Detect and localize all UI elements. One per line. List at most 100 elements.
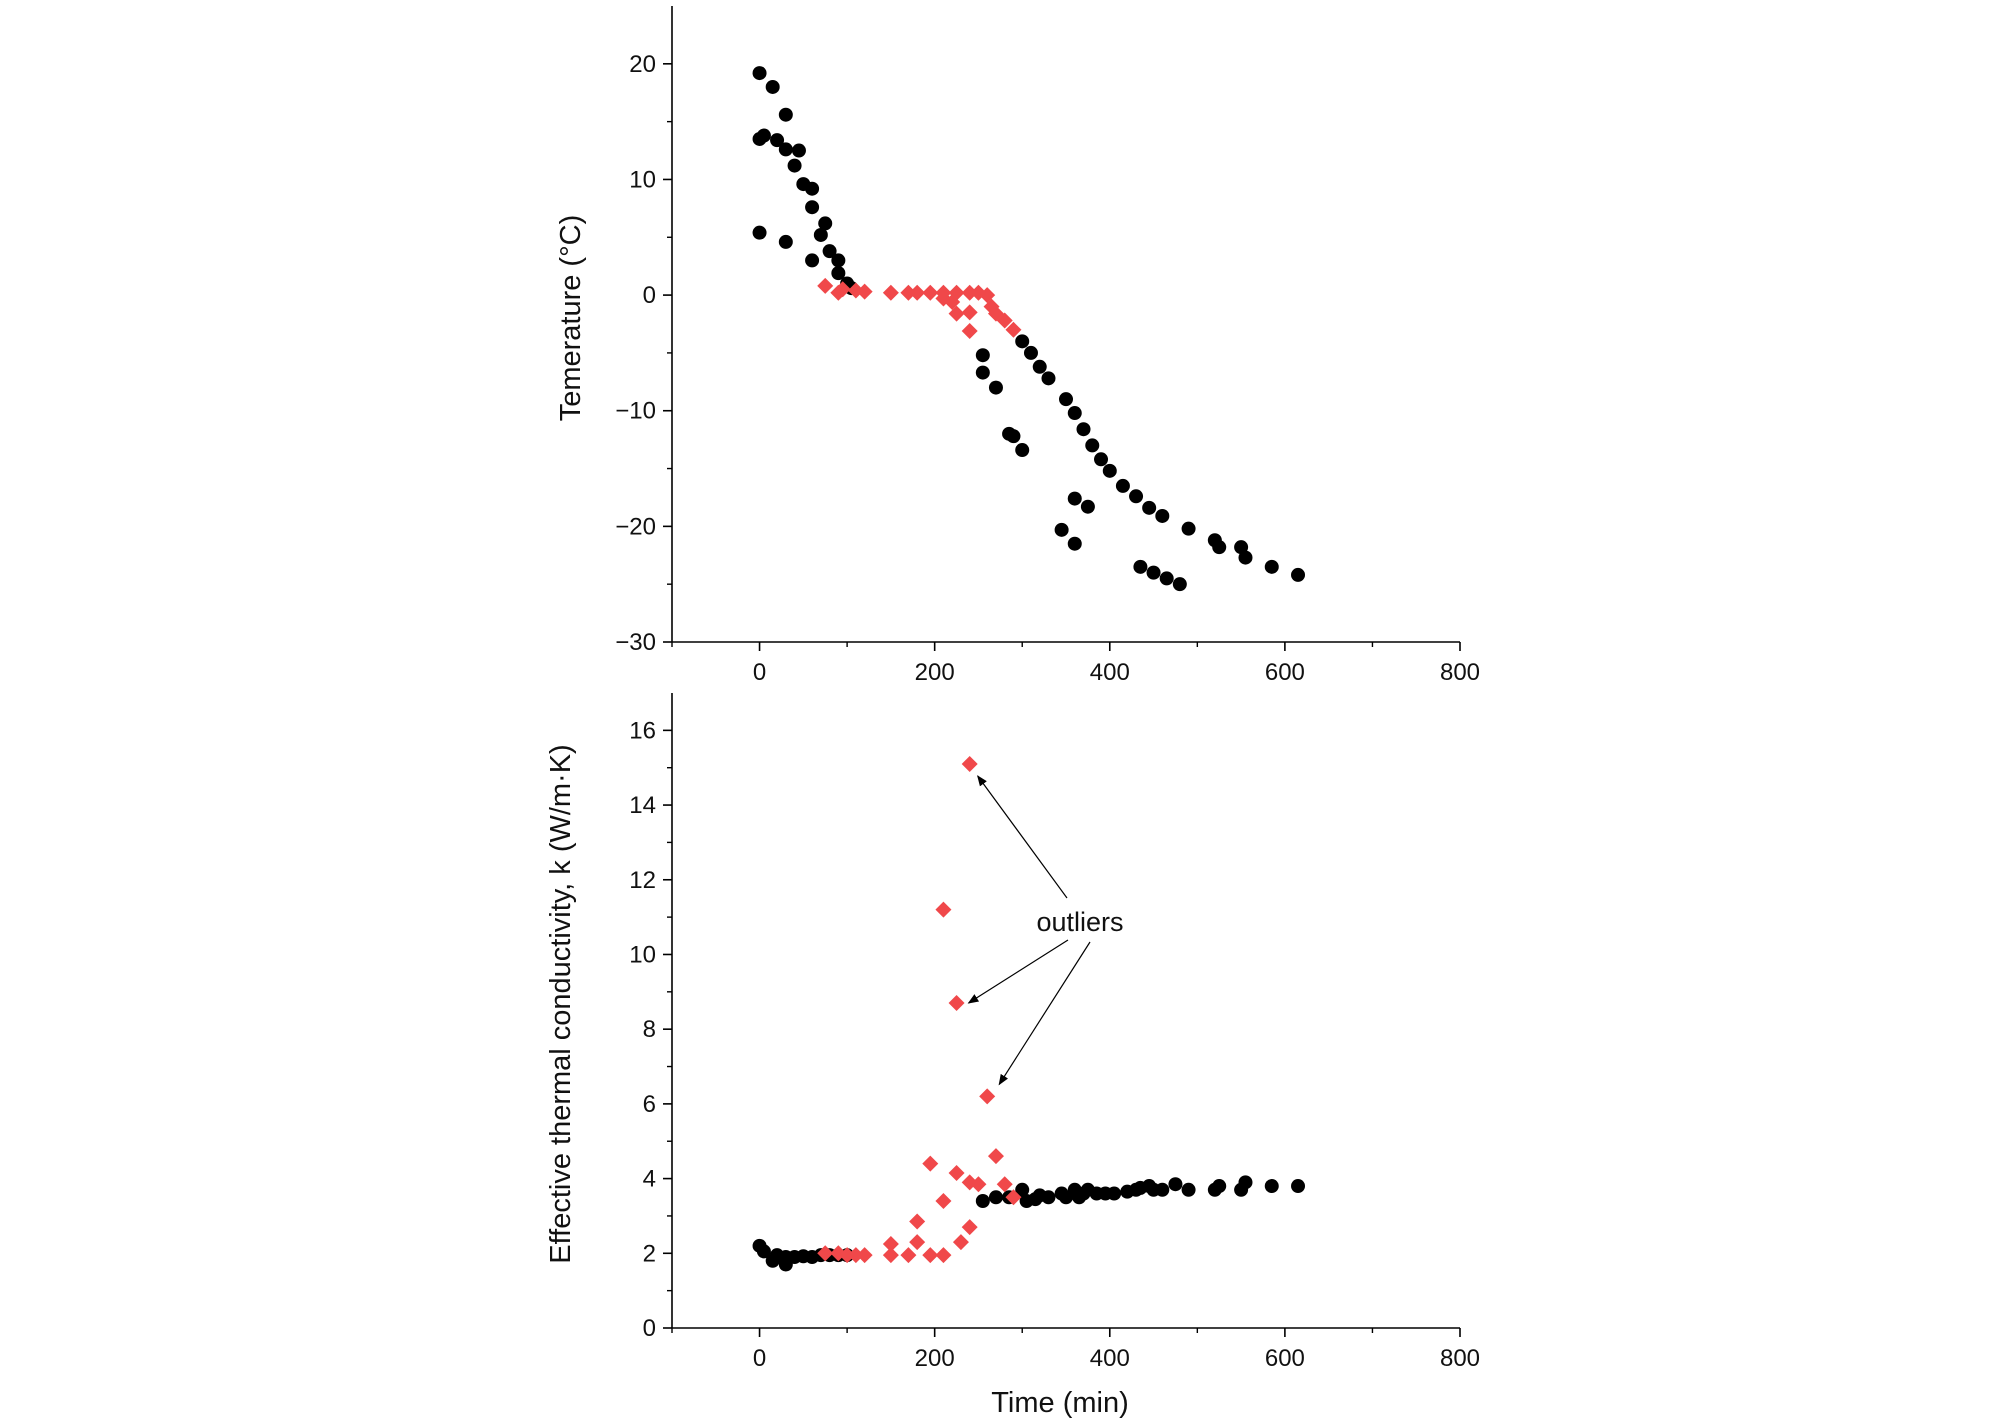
conductivity-point-diamond — [961, 755, 978, 772]
conductivity-point-circle — [1155, 1182, 1170, 1197]
temperature-point-circle — [1067, 406, 1082, 421]
temperature-point-circle — [1006, 429, 1021, 444]
conductivity-point-diamond — [961, 1219, 978, 1236]
conductivity-y-tick-label: 12 — [629, 867, 656, 894]
conductivity-x-tick-label: 600 — [1265, 1345, 1305, 1372]
temperature-point-circle — [787, 158, 802, 173]
temperature-point-diamond — [900, 284, 917, 301]
conductivity-x-tick-label: 200 — [915, 1345, 955, 1372]
temperature-point-circle — [770, 133, 785, 148]
temperature-point-circle — [1015, 443, 1030, 458]
temperature-point-circle — [778, 107, 793, 122]
conductivity-point-diamond — [1005, 1189, 1022, 1206]
conductivity-point-circle — [1181, 1182, 1196, 1197]
temperature-point-diamond — [882, 284, 899, 301]
temperature-point-circle — [975, 365, 990, 380]
time-x-axis-label: Time (min) — [991, 1387, 1128, 1419]
conductivity-point-diamond — [948, 1164, 965, 1181]
conductivity-point-diamond — [922, 1247, 939, 1264]
conductivity-point-diamond — [935, 1247, 952, 1264]
temperature-y-tick-label: −30 — [615, 629, 656, 656]
temperature-point-circle — [1102, 463, 1117, 478]
conductivity-point-diamond — [909, 1213, 926, 1230]
temperature-point-diamond — [834, 281, 851, 298]
temperature-data-points — [752, 66, 1306, 592]
conductivity-point-circle — [1212, 1179, 1227, 1194]
conductivity-point-circle — [1264, 1179, 1279, 1194]
temperature-point-circle — [1159, 571, 1174, 586]
conductivity-point-diamond — [948, 995, 965, 1012]
temperature-point-diamond — [961, 304, 978, 321]
temperature-point-circle — [1067, 536, 1082, 551]
conductivity-point-circle — [1041, 1190, 1056, 1205]
temperature-y-axis-label: Temerature (°C) — [555, 215, 587, 422]
temperature-point-circle — [778, 234, 793, 249]
temperature-point-circle — [1067, 491, 1082, 506]
temperature-point-diamond — [996, 312, 1013, 329]
conductivity-point-circle — [988, 1190, 1003, 1205]
conductivity-axes: 0 200 400 600 800 0 2 4 6 8 10 12 14 16 — [629, 693, 1480, 1372]
temperature-point-circle — [1054, 522, 1069, 537]
temperature-point-circle — [1080, 499, 1095, 514]
temperature-point-diamond — [1005, 321, 1022, 338]
temperature-point-circle — [1094, 452, 1109, 467]
temperature-point-circle — [1059, 392, 1073, 407]
temperature-point-diamond — [922, 284, 939, 301]
temperature-point-circle — [1041, 371, 1056, 386]
temperature-point-circle — [1023, 345, 1038, 360]
temperature-point-circle — [778, 142, 793, 157]
temperature-point-circle — [822, 244, 837, 259]
conductivity-point-diamond — [935, 901, 952, 918]
outlier-arrow — [967, 939, 1069, 1004]
temperature-point-circle — [1181, 521, 1196, 536]
conductivity-y-tick-label: 2 — [643, 1240, 656, 1267]
conductivity-point-diamond — [922, 1155, 939, 1172]
temperature-axes: 0 200 400 600 800 −30 −20 −10 0 10 20 — [615, 6, 1480, 686]
temperature-y-tick-label: −20 — [615, 513, 656, 540]
temperature-point-circle — [805, 200, 820, 215]
conductivity-point-circle — [756, 1244, 771, 1259]
temperature-point-diamond — [909, 284, 926, 301]
outliers-annotation: outliers — [967, 775, 1124, 1086]
temperature-y-tick-label: 10 — [629, 166, 656, 193]
conductivity-point-circle — [1107, 1186, 1122, 1201]
temperature-x-tick-label: 200 — [915, 659, 955, 686]
temperature-x-tick-label: 600 — [1265, 659, 1305, 686]
conductivity-point-circle — [1291, 1179, 1306, 1194]
temperature-point-circle — [988, 380, 1003, 395]
conductivity-point-diamond — [970, 1176, 987, 1193]
temperature-point-circle — [1015, 334, 1030, 349]
temperature-point-circle — [791, 143, 806, 158]
conductivity-y-tick-label: 8 — [643, 1016, 656, 1043]
conductivity-data-points — [752, 755, 1306, 1272]
conductivity-point-circle — [975, 1194, 990, 1208]
conductivity-point-diamond — [817, 1245, 834, 1262]
temperature-point-circle — [813, 227, 828, 242]
conductivity-x-tick-label: 800 — [1440, 1345, 1480, 1372]
temperature-point-circle — [1129, 489, 1144, 504]
temperature-point-circle — [1172, 577, 1187, 592]
temperature-x-tick-label: 400 — [1090, 659, 1130, 686]
temperature-point-circle — [831, 253, 846, 268]
temperature-point-diamond — [856, 283, 873, 300]
conductivity-x-tick-label: 0 — [753, 1345, 766, 1372]
conductivity-point-diamond — [856, 1247, 873, 1264]
temperature-x-tick-label: 800 — [1440, 659, 1480, 686]
conductivity-point-diamond — [935, 1193, 952, 1209]
conductivity-point-circle — [1015, 1182, 1030, 1197]
conductivity-y-tick-label: 4 — [643, 1166, 656, 1193]
outliers-annotation-text: outliers — [1036, 907, 1123, 937]
temperature-point-circle — [1133, 559, 1148, 574]
conductivity-y-tick-label: 10 — [629, 941, 656, 968]
conductivity-y-tick-label: 6 — [643, 1091, 656, 1118]
temperature-point-circle — [1291, 567, 1306, 582]
temperature-point-circle — [1115, 478, 1130, 493]
temperature-point-circle — [831, 266, 846, 281]
outlier-arrow — [998, 941, 1091, 1086]
conductivity-y-tick-label: 0 — [643, 1315, 656, 1342]
temperature-point-circle — [818, 216, 833, 231]
temperature-x-tick-label: 0 — [753, 659, 766, 686]
conductivity-y-axis-label: Effective thermal conductivity, k (W/m·K… — [545, 744, 577, 1263]
conductivity-point-diamond — [952, 1234, 969, 1251]
temperature-point-circle — [1076, 422, 1091, 437]
